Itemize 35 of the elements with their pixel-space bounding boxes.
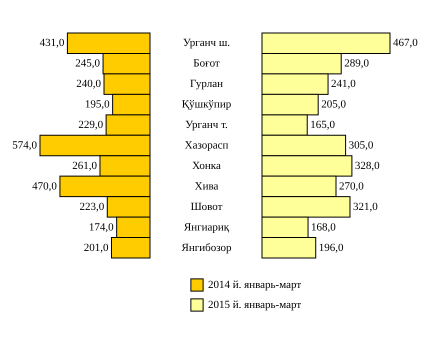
data-label: 270,0	[339, 180, 364, 192]
data-label: 305,0	[348, 140, 374, 152]
y-tick-label: Шовот	[190, 200, 223, 213]
data-label: 205,0	[321, 98, 346, 111]
data-label: 261,0	[72, 160, 98, 172]
y-tick-label: Гурлан	[190, 78, 224, 90]
data-label: 574,0	[12, 140, 38, 152]
data-label: 467,0	[393, 37, 418, 50]
y-tick-label: Боғот	[193, 58, 220, 70]
y-tick-label: Хонка	[192, 160, 221, 172]
y-tick-label: Хазорасп	[184, 140, 228, 152]
y-tick-label: Урганч ш.	[182, 37, 230, 50]
data-label: 201,0	[84, 242, 109, 254]
y-tick-label: Қўшкўпир	[182, 98, 232, 111]
data-label: 195,0	[84, 98, 110, 111]
data-label: 165,0	[310, 119, 336, 132]
data-label: 245,0	[75, 58, 101, 70]
data-label: 168,0	[311, 221, 336, 234]
data-label: 240,0	[76, 78, 102, 90]
y-tick-label: Хива	[194, 180, 218, 192]
data-label: 431,0	[40, 37, 65, 50]
data-label: 289,0	[344, 58, 370, 70]
data-label: 328,0	[354, 160, 380, 172]
y-tick-label: Урганч т.	[185, 119, 228, 132]
data-label: 196,0	[318, 242, 344, 254]
data-label: 223,0	[80, 200, 105, 213]
data-label: 470,0	[32, 180, 58, 192]
y-tick-label: Янгибозор	[182, 242, 232, 254]
data-label: 229,0	[78, 119, 104, 132]
y-tick-label: Янгиариқ	[184, 221, 230, 234]
data-label: 241,0	[331, 78, 356, 90]
data-label: 321,0	[352, 200, 378, 213]
legend-label: 2015 й. январь-март	[208, 299, 302, 311]
legend-label: 2014 й. январь-март	[208, 279, 302, 291]
data-label: 174,0	[88, 221, 114, 234]
